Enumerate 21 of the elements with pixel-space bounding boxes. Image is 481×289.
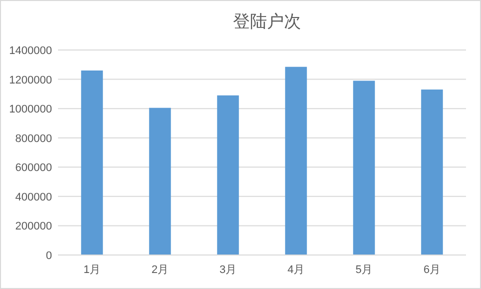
x-tick-label: 6月 [423,264,441,276]
y-tick-label: 1000000 [9,104,52,116]
x-tick-label: 2月 [151,264,169,276]
bar [353,80,375,255]
x-tick-label: 5月 [355,264,373,276]
bar [217,95,239,255]
bar [421,90,443,255]
x-tick-label: 3月 [219,264,237,276]
y-tick-label: 800000 [15,132,52,145]
x-tick-label: 4月 [287,264,305,276]
y-tick-label: 0 [46,250,52,262]
chart-title: 登陆户次 [233,12,301,31]
bar [81,70,103,255]
y-tick-label: 600000 [15,162,52,174]
y-tick-label: 400000 [15,191,52,204]
x-tick-label: 1月 [83,264,101,276]
y-tick-label: 1200000 [9,74,52,86]
y-tick-label: 1400000 [9,45,52,57]
y-tick-label: 200000 [15,220,52,233]
bar [285,66,307,255]
bar [149,108,171,255]
